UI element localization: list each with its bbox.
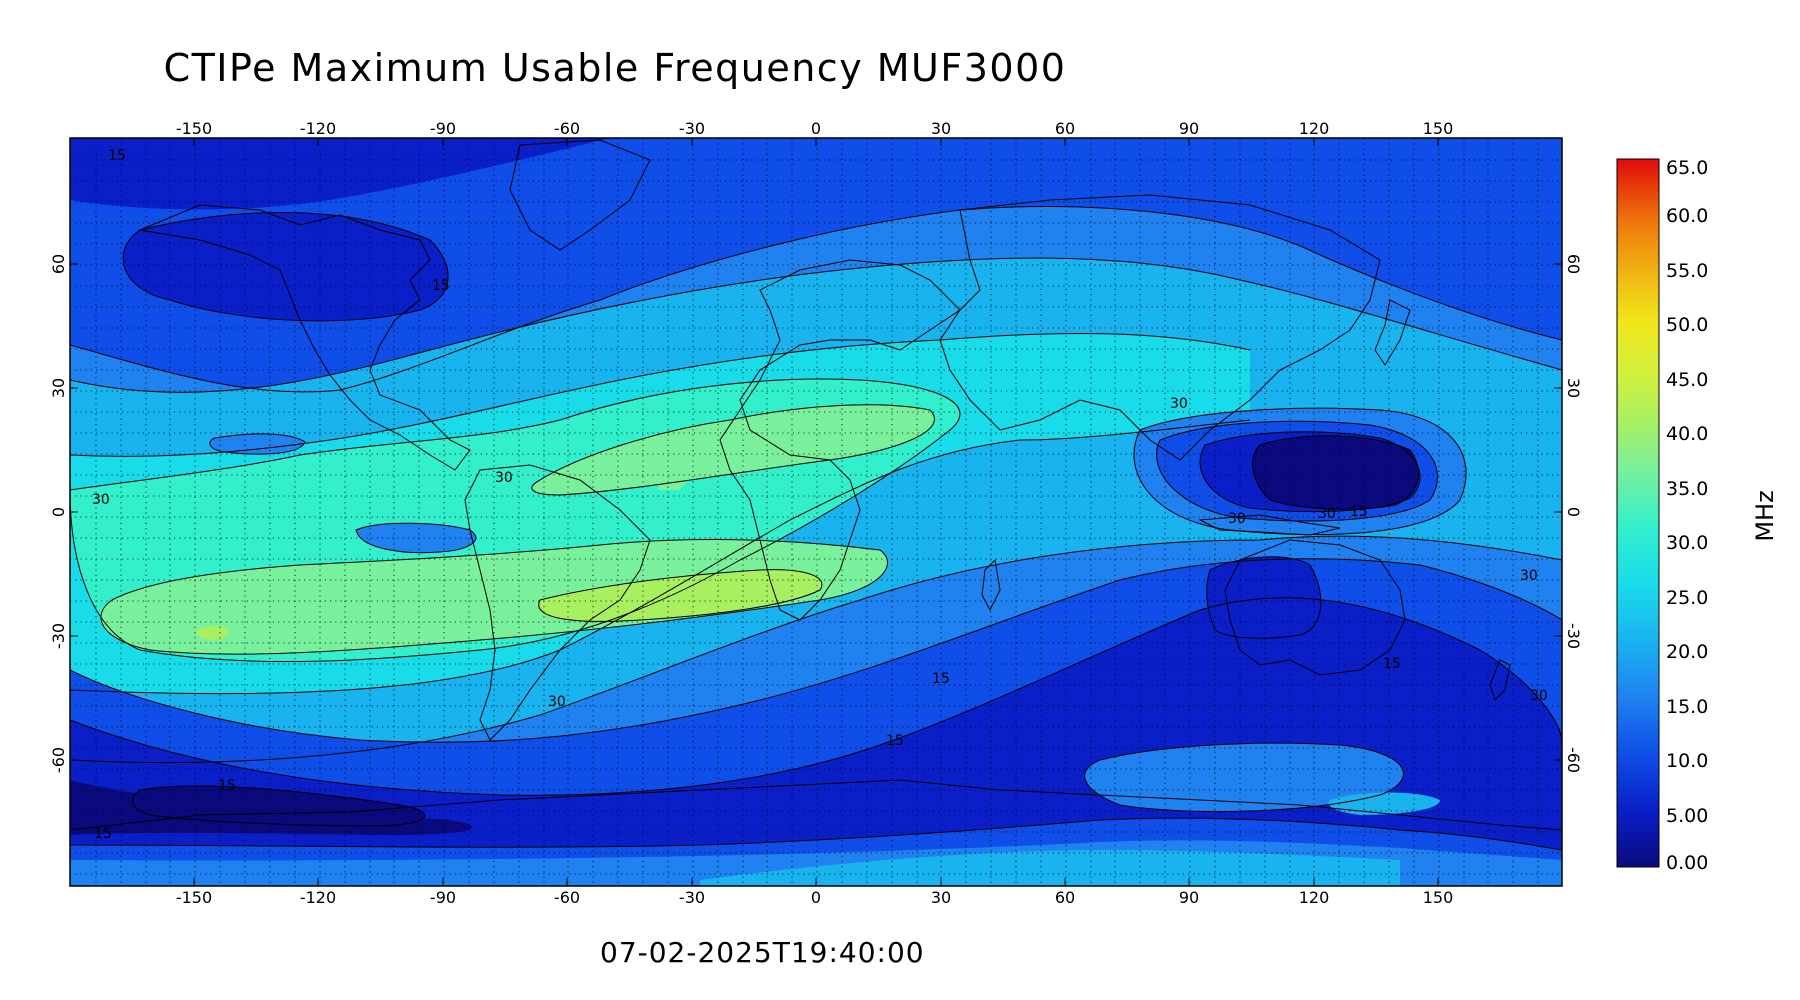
contour-label: 15 <box>1383 656 1401 672</box>
lat-tick-label: 0 <box>1564 507 1583 517</box>
colorbar-label: 45.0 <box>1666 369 1708 391</box>
lon-tick-label: 120 <box>1299 888 1330 907</box>
lat-tick-label: 0 <box>49 507 68 517</box>
lat-tick-label: 60 <box>1564 254 1583 274</box>
contour-lines <box>70 205 1562 851</box>
lon-tick-label: 120 <box>1299 119 1330 138</box>
lon-tick-label: 30 <box>931 119 951 138</box>
left-lat-labels: 60 30 0 -30 -60 <box>49 254 68 773</box>
muf-band-10-north <box>123 212 449 321</box>
contour-label: 30 <box>92 492 110 508</box>
colorbar-label: 35.0 <box>1666 478 1708 500</box>
lon-tick-label: -120 <box>300 119 336 138</box>
muf-band-10-south <box>70 597 1562 886</box>
colorbar-label: 25.0 <box>1666 587 1708 609</box>
muf-band-20-antarctic <box>1084 743 1404 812</box>
lon-tick-label: -30 <box>679 888 705 907</box>
lon-tick-label: -30 <box>679 119 705 138</box>
lat-tick-label: -60 <box>1564 747 1583 773</box>
colorbar-label: 40.0 <box>1666 423 1708 445</box>
muf-band-0-asia <box>1252 435 1419 510</box>
contour-label: 15 <box>1350 504 1368 520</box>
colorbar-label: 0.00 <box>1666 852 1708 874</box>
timestamp: 07-02-2025T19:40:00 <box>600 936 925 969</box>
colorbar-label: 65.0 <box>1666 157 1708 179</box>
contour-label: 15 <box>218 778 236 794</box>
coastlines <box>70 139 1562 831</box>
colorbar-label: 50.0 <box>1666 314 1708 336</box>
lon-tick-label: -60 <box>554 119 580 138</box>
colorbar-label: 55.0 <box>1666 260 1708 282</box>
muf-band-5-south2 <box>132 785 425 826</box>
muf-band-25-edge <box>700 850 1400 886</box>
muf-band-20-pacific <box>356 523 476 553</box>
contour-fill-layer: 15 15 30 30 30 30 30 15 15 30 15 15 15 3… <box>70 138 1562 886</box>
colorbar-labels: 65.0 60.0 55.0 50.0 45.0 40.0 35.0 30.0 … <box>1666 157 1708 874</box>
lat-tick-label: 30 <box>1564 378 1583 398</box>
contour-label: 30 <box>495 470 513 486</box>
graticule <box>70 138 1562 886</box>
colorbar-label: 60.0 <box>1666 205 1708 227</box>
colorbar-label: 15.0 <box>1666 696 1708 718</box>
lon-tick-label: 0 <box>811 888 821 907</box>
muf-band-15-north <box>70 138 1562 392</box>
muf-band-20-pacific2 <box>209 433 305 455</box>
lon-tick-label: 30 <box>931 888 951 907</box>
muf-band-40-spot2 <box>730 468 748 476</box>
contour-label: 15 <box>108 148 126 164</box>
muf-band-10-aus <box>1206 556 1321 639</box>
top-lon-labels: -150 -120 -90 -60 -30 0 30 60 90 120 150 <box>176 119 1453 138</box>
bottom-lon-labels: -150 -120 -90 -60 -30 0 30 60 90 120 150 <box>176 888 1453 907</box>
lon-tick-label: 60 <box>1055 888 1075 907</box>
lon-tick-label: -150 <box>176 119 212 138</box>
lon-tick-label: -60 <box>554 888 580 907</box>
muf-band-10-north2 <box>70 138 610 210</box>
lon-tick-label: 90 <box>1179 888 1199 907</box>
muf-band-45 <box>538 569 822 622</box>
colorbar-label: 30.0 <box>1666 532 1708 554</box>
contour-label: 30 <box>1228 511 1246 527</box>
chart-title: CTIPe Maximum Usable Frequency MUF3000 <box>163 46 1067 90</box>
colorbar-gradient <box>1616 158 1660 868</box>
colorbar-label: 10.0 <box>1666 750 1708 772</box>
lat-tick-label: -60 <box>49 747 68 773</box>
muf-band-40-b <box>100 539 888 655</box>
contour-labels: 15 15 30 30 30 30 30 15 15 30 15 15 15 3… <box>92 148 1548 842</box>
lon-tick-label: 60 <box>1055 119 1075 138</box>
muf-band-25-antarctic <box>1328 792 1440 815</box>
muf-band-45-spot <box>195 626 230 641</box>
lon-tick-label: -90 <box>430 888 456 907</box>
lat-tick-label: -30 <box>1564 623 1583 649</box>
muf-band-40-spot1 <box>658 477 690 490</box>
contour-label: 15 <box>432 278 450 294</box>
colorbar-unit-label: MHz <box>1751 490 1779 541</box>
lon-tick-label: -90 <box>430 119 456 138</box>
right-lat-labels: 60 30 0 -30 -60 <box>1564 254 1583 773</box>
colorbar-label: 5.00 <box>1666 805 1708 827</box>
lon-tick-label: 150 <box>1423 119 1454 138</box>
lon-tick-label: 150 <box>1423 888 1454 907</box>
contour-label: 15 <box>932 671 950 687</box>
lat-tick-label: 30 <box>49 378 68 398</box>
lat-tick-label: 60 <box>49 254 68 274</box>
contour-label: 30 <box>1520 568 1538 584</box>
lat-tick-label: -30 <box>49 623 68 649</box>
lon-tick-label: 0 <box>811 119 821 138</box>
lon-tick-label: -150 <box>176 888 212 907</box>
contour-label: 30 <box>1318 506 1336 522</box>
lon-tick-label: 90 <box>1179 119 1199 138</box>
contour-label: 15 <box>886 733 904 749</box>
contour-label: 30 <box>1170 396 1188 412</box>
colorbar-label: 20.0 <box>1666 641 1708 663</box>
contour-label: 30 <box>548 694 566 710</box>
contour-label: 15 <box>94 826 112 842</box>
axis-ticks <box>70 138 1562 886</box>
muf-band-40-a <box>531 404 935 495</box>
lon-tick-label: -120 <box>300 888 336 907</box>
contour-label: 30 <box>1530 688 1548 704</box>
